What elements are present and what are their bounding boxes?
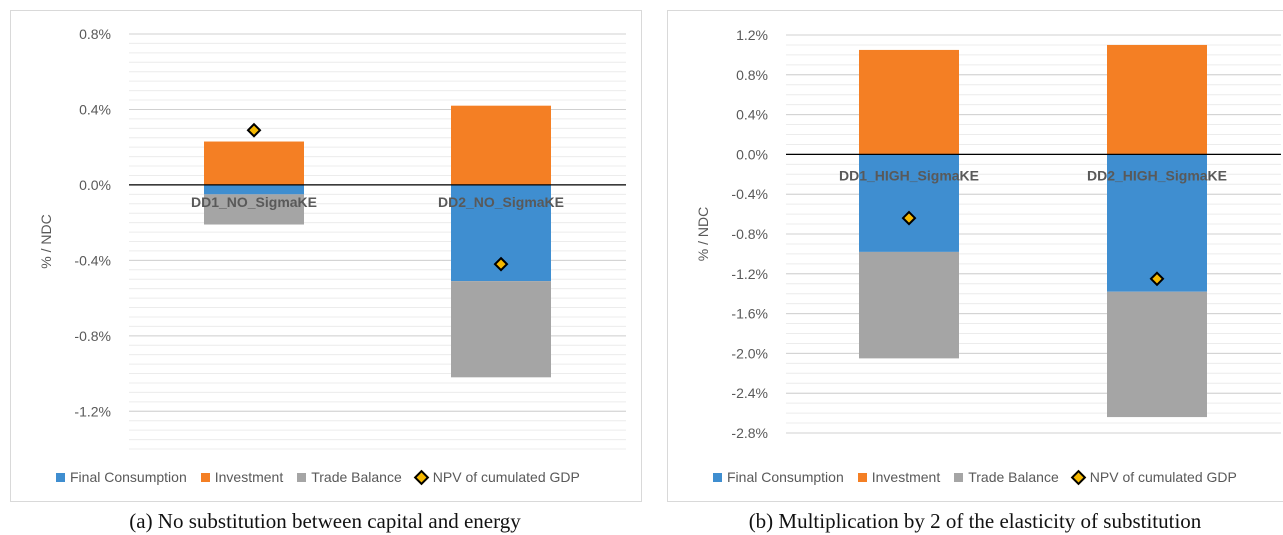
y-tick-label: 0.4%	[79, 101, 111, 117]
legend-label: Final Consumption	[70, 469, 187, 485]
npv-marker	[901, 210, 917, 226]
chart-b-svg: 1.2% 0.8% 0.4% 0.0% -0.4% -0.8% -1.2% -1.6% -2.0…	[695, 27, 1281, 441]
legend-label: Trade Balance	[311, 469, 402, 485]
bar-final-consumption	[1107, 154, 1207, 292]
legend-swatch-investment	[857, 472, 867, 482]
y-tick-label: 0.4%	[736, 107, 768, 123]
category-label: DD2_HIGH_SigmaKE	[1087, 167, 1227, 183]
bar-investment	[451, 105, 551, 185]
legend-item-npv: NPV of cumulated GDP	[413, 469, 580, 485]
y-axis-label: % / NDC	[695, 207, 711, 261]
legend-item-trade-balance: Trade Balance	[297, 469, 402, 485]
bar-investment	[859, 49, 959, 155]
y-tick-label: -2.4%	[731, 385, 768, 401]
y-tick-label: -2.8%	[731, 425, 768, 441]
category-label: DD1_NO_SigmaKE	[191, 194, 317, 210]
legend-label: Investment	[871, 469, 941, 485]
legend-a: Final Consumption Investment Trade Balan…	[56, 469, 594, 485]
category-label: DD1_HIGH_SigmaKE	[839, 167, 979, 183]
legend-swatch-final-consumption	[56, 472, 65, 482]
npv-marker	[493, 256, 509, 272]
y-tick-label: -0.4%	[74, 252, 111, 268]
bar-trade-balance	[1107, 291, 1207, 418]
legend-item-npv: NPV of cumulated GDP	[1070, 469, 1237, 485]
legend-item-investment: Investment	[857, 469, 941, 485]
bar-trade-balance	[204, 194, 304, 225]
legend-b: Final Consumption Investment Trade Balan…	[713, 469, 1251, 485]
minor-gridlines	[129, 33, 626, 450]
npv-marker	[1149, 271, 1165, 287]
bar-trade-balance	[451, 281, 551, 378]
y-tick-label: -1.2%	[74, 403, 111, 419]
legend-swatch-final-consumption	[713, 472, 722, 482]
legend-label: NPV of cumulated GDP	[1089, 469, 1237, 485]
y-tick-label: -1.6%	[731, 306, 768, 322]
legend-label: Investment	[214, 469, 284, 485]
legend-label: NPV of cumulated GDP	[432, 469, 580, 485]
chart-panel-b: 1.2% 0.8% 0.4% 0.0% -0.4% -0.8% -1.2% -1.6% -2.0…	[667, 10, 1283, 502]
legend-item-investment: Investment	[200, 469, 284, 485]
npv-marker	[246, 122, 262, 138]
legend-item-final-consumption: Final Consumption	[713, 469, 844, 485]
diamond-icon	[413, 469, 430, 485]
caption-b: (b) Multiplication by 2 of the elasticit…	[748, 509, 1202, 533]
legend-swatch-trade-balance	[297, 472, 307, 482]
legend-swatch-trade-balance	[954, 472, 964, 482]
chart-panel-a: 0.8% 0.4% 0.0% -0.4% -0.8% -1.2% % / NDC DD1_NO…	[10, 10, 642, 502]
legend-swatch-investment	[200, 472, 210, 482]
legend-label: Trade Balance	[968, 469, 1059, 485]
y-tick-label: -2.0%	[731, 345, 768, 361]
y-tick-label: 0.8%	[79, 26, 111, 42]
bar-trade-balance	[859, 251, 959, 359]
y-tick-label: 0.0%	[79, 177, 111, 193]
caption-a: (a) No substitution between capital and …	[129, 509, 521, 533]
bar-final-consumption	[204, 184, 304, 195]
legend-item-trade-balance: Trade Balance	[954, 469, 1059, 485]
bar-investment	[204, 141, 304, 185]
bar-investment	[1107, 44, 1207, 155]
diamond-icon	[1070, 469, 1087, 485]
category-label: DD2_NO_SigmaKE	[438, 194, 564, 210]
y-axis-label: % / NDC	[38, 214, 54, 268]
y-tick-label: 0.8%	[736, 67, 768, 83]
y-tick-label: -1.2%	[731, 266, 768, 282]
y-tick-label: 1.2%	[736, 27, 768, 43]
chart-a-svg: 0.8% 0.4% 0.0% -0.4% -0.8% -1.2% % / NDC DD1_NO…	[38, 26, 626, 450]
y-tick-label: -0.8%	[731, 226, 768, 242]
y-tick-label: -0.4%	[731, 186, 768, 202]
bar-final-consumption	[859, 154, 959, 252]
legend-label: Final Consumption	[727, 469, 844, 485]
y-tick-label: -0.8%	[74, 328, 111, 344]
y-tick-label: 0.0%	[736, 146, 768, 162]
legend-item-final-consumption: Final Consumption	[56, 469, 187, 485]
